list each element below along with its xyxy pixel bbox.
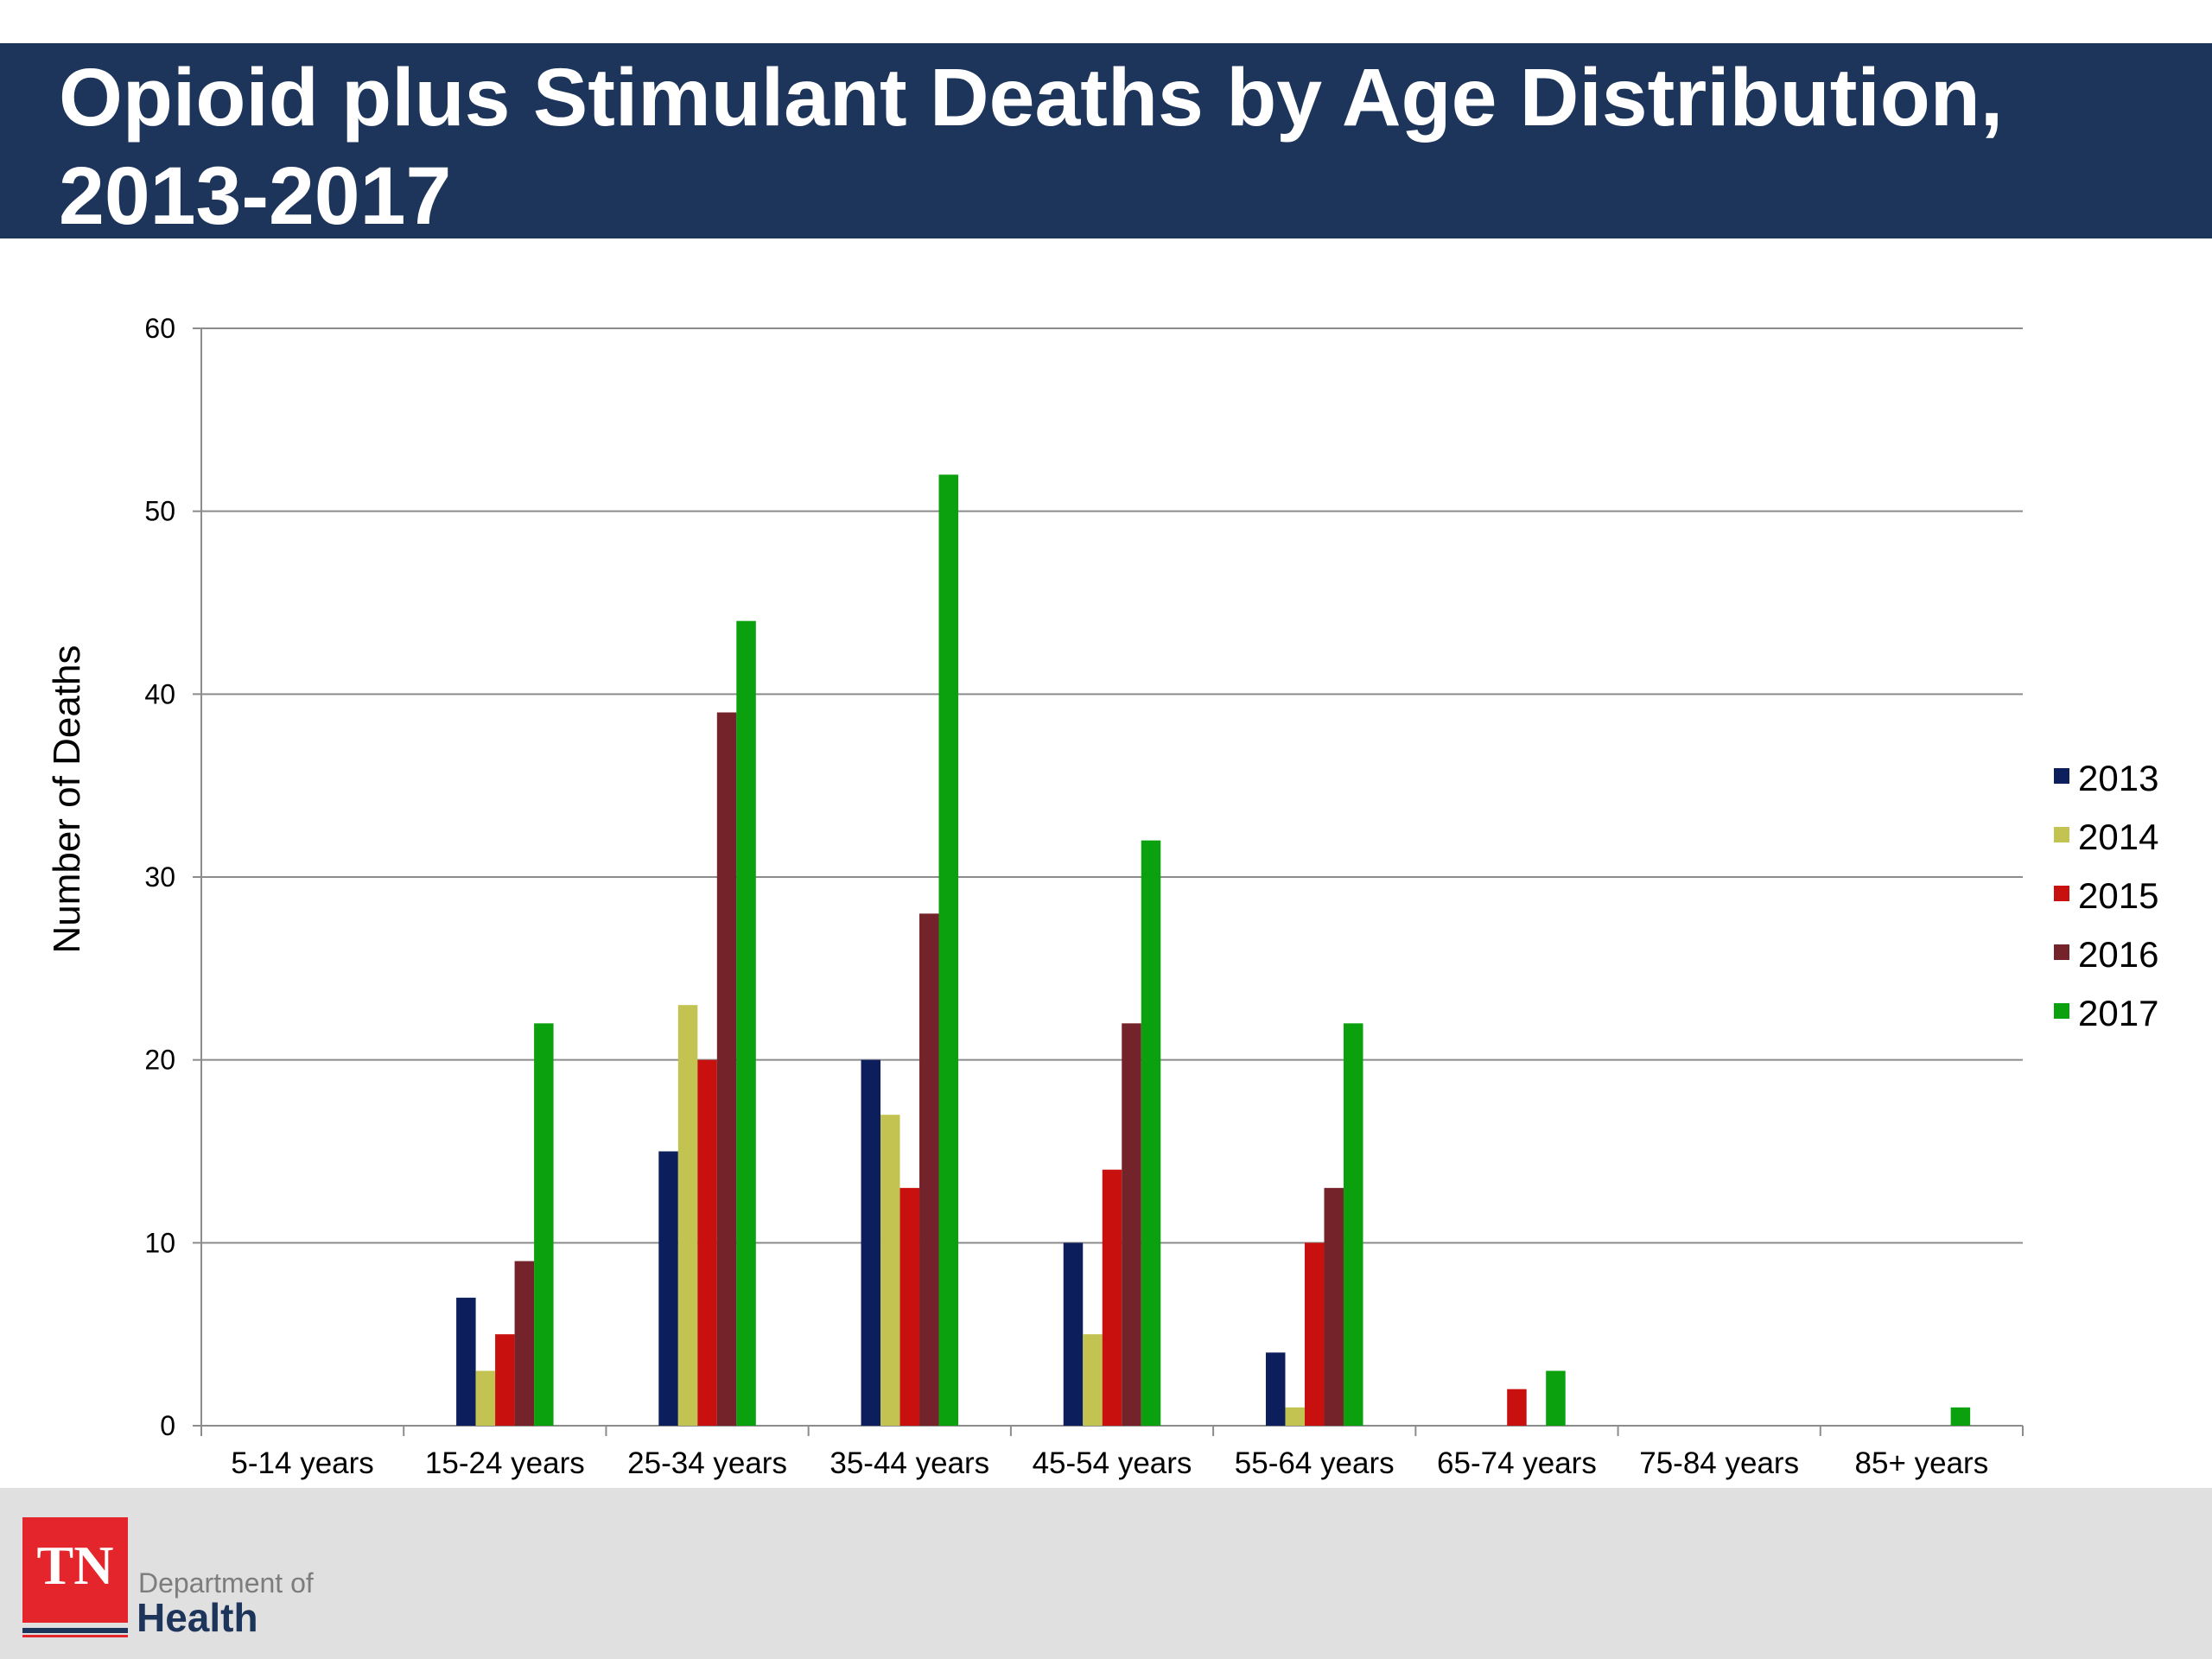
y-tick-label: 10 xyxy=(144,1227,175,1258)
tn-logo-mark: TN xyxy=(22,1517,128,1623)
x-tick-label: 25-34 years xyxy=(627,1446,787,1480)
y-tick-label: 60 xyxy=(144,313,175,344)
bar-2013-5 xyxy=(1265,1352,1286,1426)
bar-2016-3 xyxy=(919,913,939,1426)
y-tick-label: 50 xyxy=(144,496,175,527)
legend-label-2014: 2014 xyxy=(2078,817,2158,857)
x-tick-label: 35-44 years xyxy=(830,1446,989,1480)
legend-swatch-2013 xyxy=(2054,768,2069,784)
bar-2016-2 xyxy=(716,712,737,1426)
y-tick-label: 30 xyxy=(144,861,175,893)
tn-health-logo: TN Department of Health xyxy=(22,1517,316,1640)
logo-underline-red xyxy=(22,1635,128,1637)
footer: TN Department of Health xyxy=(0,1488,2212,1659)
x-tick-label: 75-84 years xyxy=(1639,1446,1799,1480)
y-axis-label: Number of Deaths xyxy=(46,645,88,953)
bar-2014-3 xyxy=(880,1115,900,1426)
x-tick-label: 55-64 years xyxy=(1235,1446,1395,1480)
bar-2017-3 xyxy=(938,474,959,1427)
y-tick-label: 20 xyxy=(144,1045,175,1076)
bar-2013-2 xyxy=(658,1151,678,1426)
bar-2017-6 xyxy=(1546,1370,1566,1426)
bar-2015-6 xyxy=(1507,1389,1527,1426)
bar-2013-4 xyxy=(1063,1243,1084,1426)
bar-2017-5 xyxy=(1343,1023,1363,1426)
bar-2017-1 xyxy=(534,1023,554,1426)
x-tick-label: 5-14 years xyxy=(231,1446,373,1480)
bar-2016-1 xyxy=(514,1261,535,1426)
legend-swatch-2016 xyxy=(2054,944,2069,960)
legend-label-2013: 2013 xyxy=(2078,758,2158,798)
bar-2017-4 xyxy=(1141,840,1161,1426)
x-tick-label: 45-54 years xyxy=(1033,1446,1192,1480)
logo-health-text: Health xyxy=(137,1595,258,1640)
bar-2015-4 xyxy=(1102,1169,1122,1426)
bar-2015-1 xyxy=(495,1334,515,1426)
bar-2014-4 xyxy=(1083,1334,1103,1426)
bar-2014-2 xyxy=(677,1005,698,1426)
bar-2016-4 xyxy=(1122,1023,1141,1426)
y-tick-label: 0 xyxy=(160,1410,175,1441)
x-tick-label: 65-74 years xyxy=(1437,1446,1597,1480)
legend-swatch-2017 xyxy=(2054,1003,2069,1019)
legend-swatch-2015 xyxy=(2054,886,2069,901)
logo-department-text: Department of xyxy=(138,1567,314,1599)
bar-2017-8 xyxy=(1950,1407,1971,1426)
legend-label-2016: 2016 xyxy=(2078,934,2158,975)
bar-2015-2 xyxy=(697,1059,717,1426)
title-bar: Opioid plus Stimulant Deaths by Age Dist… xyxy=(0,43,2212,242)
legend-label-2017: 2017 xyxy=(2078,993,2158,1033)
legend-swatch-2014 xyxy=(2054,827,2069,842)
y-tick-label: 40 xyxy=(144,678,175,709)
bar-2014-5 xyxy=(1285,1407,1305,1426)
x-tick-label: 85+ years xyxy=(1855,1446,1989,1480)
bar-2015-3 xyxy=(899,1187,920,1426)
bar-2015-5 xyxy=(1304,1243,1325,1426)
bar-2017-2 xyxy=(736,620,756,1426)
bar-2016-5 xyxy=(1324,1187,1344,1426)
bar-2013-1 xyxy=(456,1297,476,1426)
tn-logo-text: TN xyxy=(36,1535,114,1596)
logo-underline-navy xyxy=(22,1628,128,1633)
x-tick-label: 15-24 years xyxy=(425,1446,585,1480)
legend-label-2015: 2015 xyxy=(2078,875,2158,916)
bar-2014-1 xyxy=(475,1370,496,1426)
bar-2013-3 xyxy=(861,1059,881,1426)
slide-title: Opioid plus Stimulant Deaths by Age Dist… xyxy=(59,52,2004,242)
